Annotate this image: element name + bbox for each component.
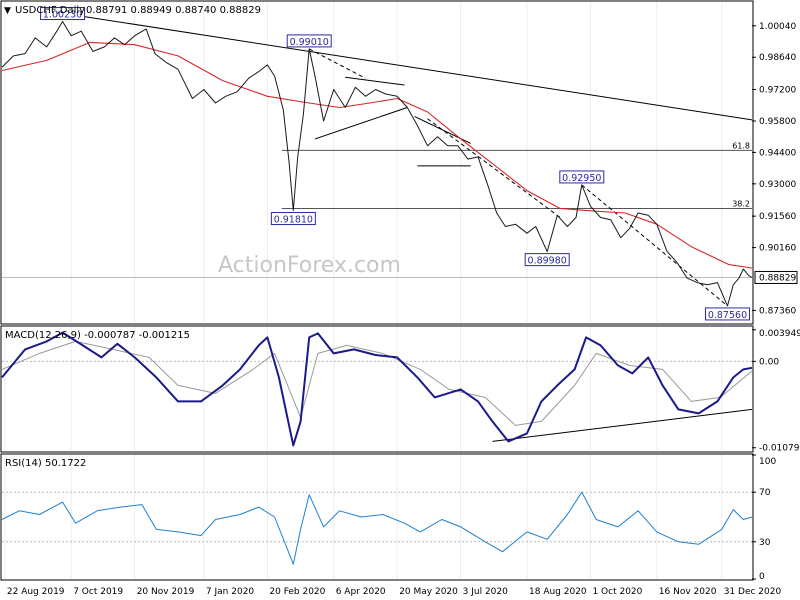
rsi-y-tick-label: 0 xyxy=(759,572,765,582)
rsi-y-tick-label: 30 xyxy=(759,538,771,548)
label-layer: 22 Aug 2019 7 Oct 2019 20 Nov 2019 7 Jan 20… xyxy=(7,7,800,597)
fib-level-label: 61.8 xyxy=(732,141,750,150)
main-ohlc: 0.88791 0.88949 0.88740 0.88829 xyxy=(86,5,261,16)
x-tick-label: 20 Feb 2020 xyxy=(269,587,325,597)
x-tick-label: 20 May 2020 xyxy=(399,587,458,597)
price-annotation-box xyxy=(524,253,570,267)
price-line xyxy=(1,21,753,307)
rsi-y-tick-label: 70 xyxy=(759,488,771,498)
price-annotation-label: 1.00230 xyxy=(43,10,82,21)
price-annotation-label: 0.99010 xyxy=(290,37,329,48)
x-tick-label: 20 Nov 2019 xyxy=(137,587,195,597)
price-annotation-box xyxy=(559,170,605,184)
price-annotation-label: 0.91810 xyxy=(274,215,313,226)
main-panel-frame xyxy=(0,0,754,325)
y-tick-label: 1.00040 xyxy=(759,22,796,32)
price-annotation-label: 0.92950 xyxy=(562,173,601,184)
price-annotation-box xyxy=(286,34,332,48)
macd-y-tick-label: 0.00 xyxy=(759,357,779,367)
macd-line xyxy=(1,331,753,447)
x-tick-label: 3 Jul 2020 xyxy=(463,587,508,597)
y-tick-label: 0.90160 xyxy=(759,244,796,254)
rsi-y-tick-label: 100 xyxy=(759,457,776,467)
macd-title: MACD(12,26,9) -0.000787 -0.001215 xyxy=(5,330,190,341)
last-price-box xyxy=(754,270,798,284)
macd-panel-frame xyxy=(0,325,754,453)
x-tick-label: 18 Aug 2020 xyxy=(529,587,587,597)
macd-y-tick-label: 0.003949 xyxy=(759,329,800,339)
rsi-panel-frame xyxy=(0,453,754,581)
y-tick-label: 0.95800 xyxy=(759,117,796,127)
grid-layer xyxy=(4,2,723,579)
x-tick-label: 22 Aug 2019 xyxy=(7,587,65,597)
y-tick-label: 0.94400 xyxy=(759,148,796,158)
y-tick-label: 0.91560 xyxy=(759,212,796,222)
trendline xyxy=(345,76,405,86)
trendline xyxy=(314,107,408,140)
y-tick-label: 0.98640 xyxy=(759,53,796,63)
price-annotation-box xyxy=(704,307,750,321)
x-tick-label: 16 Nov 2020 xyxy=(659,587,717,597)
watermark: ActionForex.com xyxy=(218,253,401,278)
y-tick-label: 0.87360 xyxy=(759,306,796,316)
rsi-line xyxy=(1,491,753,565)
x-tick-label: 6 Apr 2020 xyxy=(336,587,386,597)
dashed-trendline xyxy=(308,48,366,79)
price-annotation-box xyxy=(40,7,86,21)
x-tick-label: 1 Oct 2020 xyxy=(592,587,642,597)
collapse-triangle-icon[interactable]: ▼ xyxy=(4,6,11,16)
macd-trendline xyxy=(492,408,753,442)
macd-signal-line xyxy=(1,340,753,426)
overlay-layer xyxy=(2,12,753,543)
price-annotation-box xyxy=(270,212,316,226)
x-tick-label: 31 Dec 2020 xyxy=(724,587,782,597)
price-annotation-label: 0.89980 xyxy=(528,256,567,267)
rsi-title: RSI(14) 50.1722 xyxy=(5,458,86,469)
main-title: USDCHF,Daily xyxy=(15,5,85,16)
x-tick-label: 7 Oct 2019 xyxy=(73,587,123,597)
last-price-label: 0.88829 xyxy=(759,273,796,283)
fib-level-label: 38.2 xyxy=(732,200,750,209)
macd-y-tick-label: -0.010793 xyxy=(759,444,800,454)
dashed-trendline xyxy=(581,184,728,307)
y-tick-label: 0.93000 xyxy=(759,180,796,190)
moving-average-line xyxy=(1,41,753,269)
price-annotation-label: 0.87560 xyxy=(708,310,747,321)
trendline xyxy=(62,12,753,121)
series-layer xyxy=(1,21,753,565)
y-tick-label: 0.97200 xyxy=(759,86,796,96)
x-tick-label: 7 Jan 2020 xyxy=(206,587,254,597)
